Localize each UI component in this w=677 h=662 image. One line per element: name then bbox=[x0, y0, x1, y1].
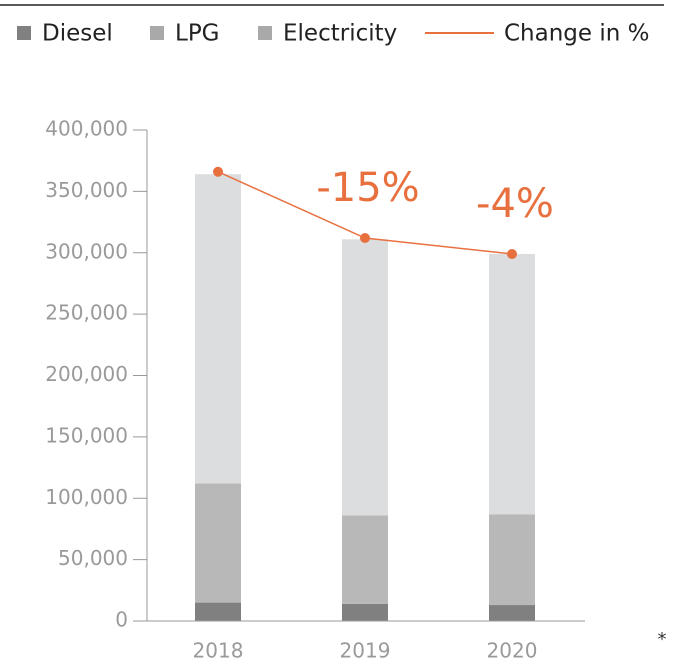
x-tick-label: 2019 bbox=[340, 639, 391, 662]
legend-label: Change in % bbox=[504, 21, 650, 47]
y-tick-label: 100,000 bbox=[45, 485, 128, 509]
annotation: -15% bbox=[316, 165, 419, 211]
bar-segment bbox=[195, 602, 241, 621]
y-tick-label: 150,000 bbox=[45, 423, 128, 447]
y-tick-label: 350,000 bbox=[45, 178, 128, 202]
bar-segment bbox=[489, 514, 535, 606]
bar-segment bbox=[195, 483, 241, 603]
y-tick-label: 50,000 bbox=[58, 546, 128, 570]
line-point bbox=[213, 166, 223, 177]
y-tick-label: 400,000 bbox=[45, 117, 128, 141]
y-tick-label: 0 bbox=[115, 608, 128, 632]
legend-label: Diesel bbox=[42, 21, 113, 47]
bar-segment bbox=[195, 174, 241, 484]
legend-swatch bbox=[150, 26, 164, 40]
line-point bbox=[360, 233, 370, 244]
bar-segment bbox=[489, 605, 535, 621]
legend-swatch bbox=[17, 26, 31, 40]
line-point bbox=[507, 248, 517, 259]
y-tick-label: 250,000 bbox=[45, 301, 128, 325]
footnote: * bbox=[658, 629, 667, 650]
legend-label: LPG bbox=[175, 21, 220, 47]
bar-segment bbox=[342, 603, 388, 621]
y-tick-label: 300,000 bbox=[45, 239, 128, 263]
bar-segment bbox=[342, 515, 388, 604]
bar-segment bbox=[489, 253, 535, 515]
annotation: -4% bbox=[476, 181, 554, 227]
legend-label: Electricity bbox=[283, 21, 397, 47]
y-tick-label: 200,000 bbox=[45, 362, 128, 386]
bar-segment bbox=[342, 239, 388, 516]
legend-swatch bbox=[258, 26, 272, 40]
x-tick-label: 2018 bbox=[193, 639, 244, 662]
x-tick-label: 2020 bbox=[487, 639, 538, 662]
